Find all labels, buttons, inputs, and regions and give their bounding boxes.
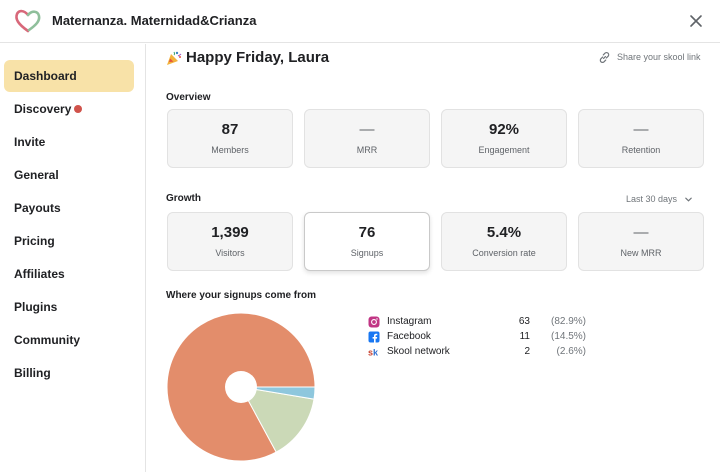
party-popper-icon (167, 51, 182, 65)
legend-percent: (2.6%) (556, 346, 586, 357)
link-icon (599, 52, 610, 63)
stat-value: 1,399 (211, 224, 249, 241)
stat-value: 76 (358, 224, 376, 241)
svg-text:k: k (373, 348, 379, 358)
share-link-button[interactable]: Share your skool link (598, 51, 702, 65)
stat-label: New MRR (620, 248, 662, 258)
legend-row-facebook: Facebook 11 (14.5%) (368, 330, 588, 344)
pie-slice-facebook (240, 386, 315, 453)
app-header: Maternanza. Maternidad&Crianza (0, 0, 720, 43)
sidebar-item-label: Pricing (14, 234, 55, 248)
sidebar-item-pricing[interactable]: Pricing (4, 225, 134, 257)
legend-percent: (82.9%) (550, 316, 586, 327)
stat-value: — (633, 121, 649, 138)
sidebar-item-label: Community (14, 333, 80, 347)
sidebar-item-discovery[interactable]: Discovery (4, 93, 134, 125)
legend-row-skool: s k Skool network 2 (2.6%) (368, 345, 588, 359)
stat-card-conversion-rate[interactable]: 5.4% Conversion rate (441, 212, 567, 271)
page-greeting: Happy Friday, Laura (186, 49, 330, 66)
stat-label: MRR (356, 145, 378, 155)
stat-label: Conversion rate (472, 248, 536, 258)
stat-card-retention: — Retention (578, 109, 704, 168)
pie-slice-skool (240, 386, 316, 400)
legend-count: 11 (519, 331, 530, 342)
sidebar-item-billing[interactable]: Billing (4, 357, 134, 389)
sidebar-item-dashboard[interactable]: Dashboard (4, 60, 134, 92)
legend-percent: (14.5%) (550, 331, 586, 342)
stat-card-members: 87 Members (167, 109, 293, 168)
share-link-label: Share your skool link (617, 52, 701, 62)
sidebar-item-label: Plugins (14, 300, 58, 314)
instagram-icon (368, 316, 380, 328)
sidebar-item-general[interactable]: General (4, 159, 134, 191)
signups-source-title: Where your signups come from (166, 290, 317, 301)
sidebar-item-payouts[interactable]: Payouts (4, 192, 134, 224)
legend-name: Skool network (387, 346, 450, 357)
sidebar-item-label: Affiliates (14, 267, 65, 281)
stat-value: — (633, 224, 649, 241)
heart-logo-icon (15, 9, 41, 33)
legend-row-instagram: Instagram 63 (82.9%) (368, 315, 588, 329)
signups-pie-chart (166, 312, 316, 462)
pie-slice-instagram (166, 312, 316, 462)
sidebar-item-label: Discovery (14, 102, 72, 116)
stat-label: Signups (350, 248, 384, 258)
sidebar-item-label: Payouts (14, 201, 61, 215)
sidebar-item-label: Dashboard (14, 69, 77, 83)
sidebar-item-plugins[interactable]: Plugins (4, 291, 134, 323)
close-icon[interactable] (686, 11, 706, 31)
sidebar-item-affiliates[interactable]: Affiliates (4, 258, 134, 290)
chevron-down-icon (685, 197, 692, 202)
legend-count: 63 (518, 316, 530, 327)
stat-label: Members (211, 145, 249, 155)
stat-value: 5.4% (486, 224, 522, 241)
sidebar-item-label: Billing (14, 366, 51, 380)
pie-center-hole (225, 371, 257, 403)
legend-count: 2 (524, 346, 530, 357)
stat-label: Visitors (215, 248, 245, 258)
svg-text:s: s (368, 348, 373, 358)
stat-card-mrr: — MRR (304, 109, 430, 168)
legend-name: Instagram (387, 316, 432, 327)
sidebar-item-label: General (14, 168, 59, 182)
facebook-icon (368, 331, 380, 343)
stat-label: Engagement (478, 145, 530, 155)
overview-title: Overview (166, 92, 211, 103)
notification-dot (74, 105, 82, 113)
stat-value: 92% (488, 121, 520, 138)
skool-icon: s k (368, 348, 379, 358)
app-title: Maternanza. Maternidad&Crianza (52, 13, 257, 28)
date-range-select[interactable]: Last 30 days (626, 193, 696, 207)
stat-card-engagement: 92% Engagement (441, 109, 567, 168)
stat-card-visitors[interactable]: 1,399 Visitors (167, 212, 293, 271)
sidebar-item-invite[interactable]: Invite (4, 126, 134, 158)
stat-card-new-mrr[interactable]: — New MRR (578, 212, 704, 271)
legend-name: Facebook (387, 331, 431, 342)
sidebar-item-label: Invite (14, 135, 46, 149)
sidebar-item-community[interactable]: Community (4, 324, 134, 356)
stat-value: — (359, 121, 375, 138)
sidebar: Dashboard Discovery Invite General Payou… (0, 44, 146, 472)
stat-label: Retention (621, 145, 661, 155)
stat-card-signups[interactable]: 76 Signups (304, 212, 430, 271)
stat-value: 87 (221, 121, 239, 138)
growth-title: Growth (166, 193, 201, 204)
date-range-label: Last 30 days (626, 194, 678, 204)
